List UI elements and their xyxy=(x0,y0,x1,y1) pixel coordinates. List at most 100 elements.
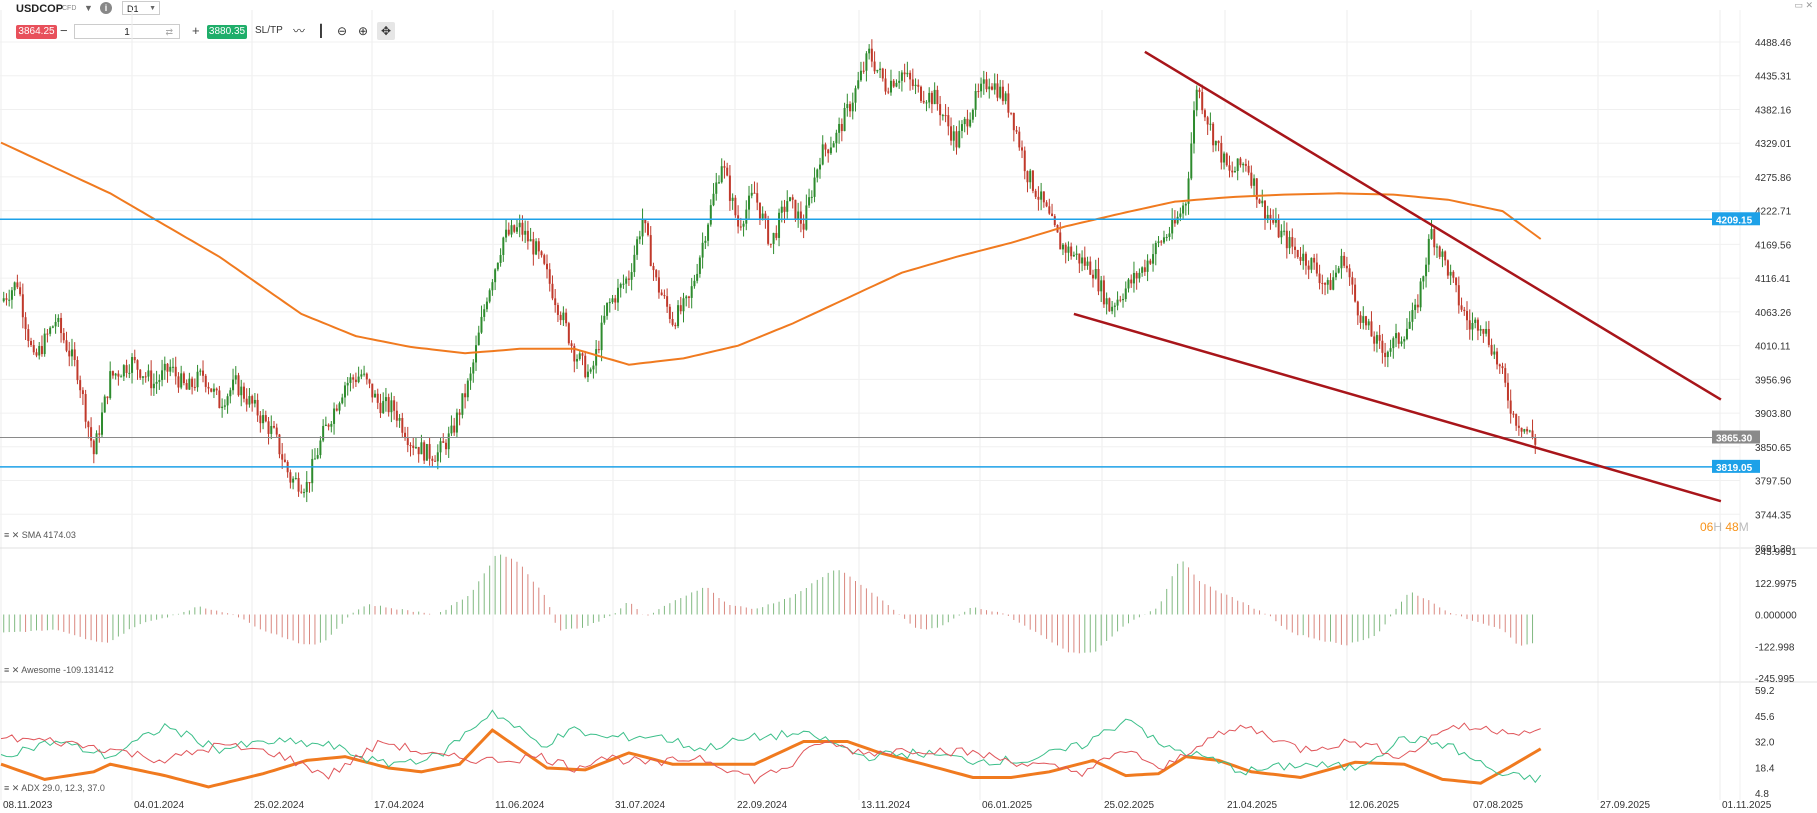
candle-body xyxy=(589,369,592,372)
candle-body xyxy=(1209,123,1212,125)
candle-body xyxy=(1365,316,1367,326)
adx-panel xyxy=(0,709,1542,789)
candle-body xyxy=(1083,257,1086,266)
candle-body xyxy=(838,123,841,133)
zoom-out-icon[interactable]: ⊖ xyxy=(336,24,348,38)
candle-body xyxy=(846,104,849,109)
candle-body xyxy=(1045,202,1048,207)
window-close-icon[interactable]: ▭ ✕ xyxy=(1794,0,1813,10)
candle-body xyxy=(791,197,794,200)
adx-indicator-label[interactable]: ≡ ✕ ADX 29.0, 12.3, 37.0 xyxy=(4,783,105,793)
candle-body xyxy=(851,102,854,112)
candle-body xyxy=(469,373,472,381)
candle-body xyxy=(1018,131,1021,148)
quantity-input[interactable]: 1 ⇄ xyxy=(74,24,180,39)
awesome-indicator-label[interactable]: ≡ ✕ Awesome -109.131412 xyxy=(4,665,114,675)
candle-body xyxy=(709,205,712,225)
candle-body xyxy=(1506,382,1509,401)
candle-body xyxy=(343,385,346,398)
candle-body xyxy=(723,166,726,168)
candle-body xyxy=(163,363,166,371)
candle-body xyxy=(390,400,393,413)
candle-body xyxy=(120,376,123,378)
candle-body xyxy=(177,376,180,388)
candle-body xyxy=(537,241,540,252)
candle-body xyxy=(259,415,262,424)
candle-body xyxy=(1141,267,1144,273)
swap-icon: ⇄ xyxy=(165,27,173,37)
sell-button[interactable]: 3864.25 xyxy=(16,25,57,39)
candle-body xyxy=(715,182,718,194)
candle-body xyxy=(1253,178,1256,186)
buy-button[interactable]: 3880.35 xyxy=(207,25,247,39)
candle-body xyxy=(947,115,950,127)
candle-body xyxy=(95,433,98,455)
candle-body xyxy=(922,100,925,103)
decrease-quantity-button[interactable]: − xyxy=(60,23,68,38)
candle-body xyxy=(576,358,579,362)
candle-body xyxy=(1176,216,1179,224)
candle-body xyxy=(1381,340,1384,353)
candle-body xyxy=(1154,242,1157,255)
y-tick-label: 4222.71 xyxy=(1755,207,1792,218)
candle-body xyxy=(963,118,966,125)
candle-body xyxy=(16,282,19,288)
increase-quantity-button[interactable]: + xyxy=(192,23,200,38)
candle-body xyxy=(668,306,671,319)
candle-body xyxy=(816,169,819,178)
candle-body xyxy=(1280,230,1283,238)
candle-body xyxy=(1061,244,1064,250)
candle-body xyxy=(881,68,884,79)
current-price-tag-bg xyxy=(1712,430,1760,444)
symbol-name[interactable]: USDCOP xyxy=(16,3,64,15)
candle-body xyxy=(363,373,366,375)
candle-body xyxy=(887,91,890,93)
candle-body xyxy=(603,315,606,323)
candle-body xyxy=(404,432,407,439)
candle-body xyxy=(1389,348,1392,352)
candle-body xyxy=(398,417,401,421)
candle-body xyxy=(98,433,101,435)
candle-body xyxy=(734,197,737,216)
candle-body xyxy=(256,399,259,416)
candle-body xyxy=(1089,261,1092,275)
candle-body xyxy=(1092,274,1094,279)
candle-body xyxy=(278,434,281,455)
candle-body xyxy=(182,373,185,384)
candle-body xyxy=(242,386,245,399)
candle-body xyxy=(507,229,510,235)
candle-body xyxy=(1214,140,1217,146)
trend-line xyxy=(1073,312,1722,503)
candle-body xyxy=(357,376,360,383)
candle-body xyxy=(717,182,720,184)
candle-body xyxy=(1037,196,1040,200)
candle-body xyxy=(1108,298,1111,312)
line-chart-icon[interactable]: 〰 xyxy=(292,24,305,38)
timer-hours-unit: H xyxy=(1713,520,1723,534)
candle-body xyxy=(1463,309,1466,312)
sma-indicator-label[interactable]: ≡ ✕ SMA 4174.03 xyxy=(4,530,76,540)
candle-body xyxy=(447,433,450,450)
sl-tp-button[interactable]: SL/TP xyxy=(255,25,283,36)
candle-timer: 06H 48M xyxy=(1700,520,1749,534)
candle-body xyxy=(1138,272,1141,279)
candle-body xyxy=(808,197,811,206)
candle-body xyxy=(1179,213,1182,217)
candle-body xyxy=(324,424,327,426)
candle-body xyxy=(365,373,368,380)
candle-body xyxy=(1466,311,1469,321)
candle-body xyxy=(546,263,548,270)
candle-body xyxy=(900,72,903,81)
candle-body xyxy=(335,408,338,411)
info-icon[interactable]: i xyxy=(100,2,112,14)
candle-body xyxy=(466,380,469,398)
candle-body xyxy=(914,84,917,87)
candle-body xyxy=(1010,112,1013,114)
candle-body xyxy=(827,149,830,154)
candles-icon[interactable]: ┃ xyxy=(317,24,325,38)
symbol-dropdown-icon[interactable]: ▼ xyxy=(84,3,93,13)
crosshair-move-icon[interactable]: ✥ xyxy=(377,22,395,40)
candle-body xyxy=(971,109,974,120)
zoom-in-icon[interactable]: ⊕ xyxy=(357,24,369,38)
